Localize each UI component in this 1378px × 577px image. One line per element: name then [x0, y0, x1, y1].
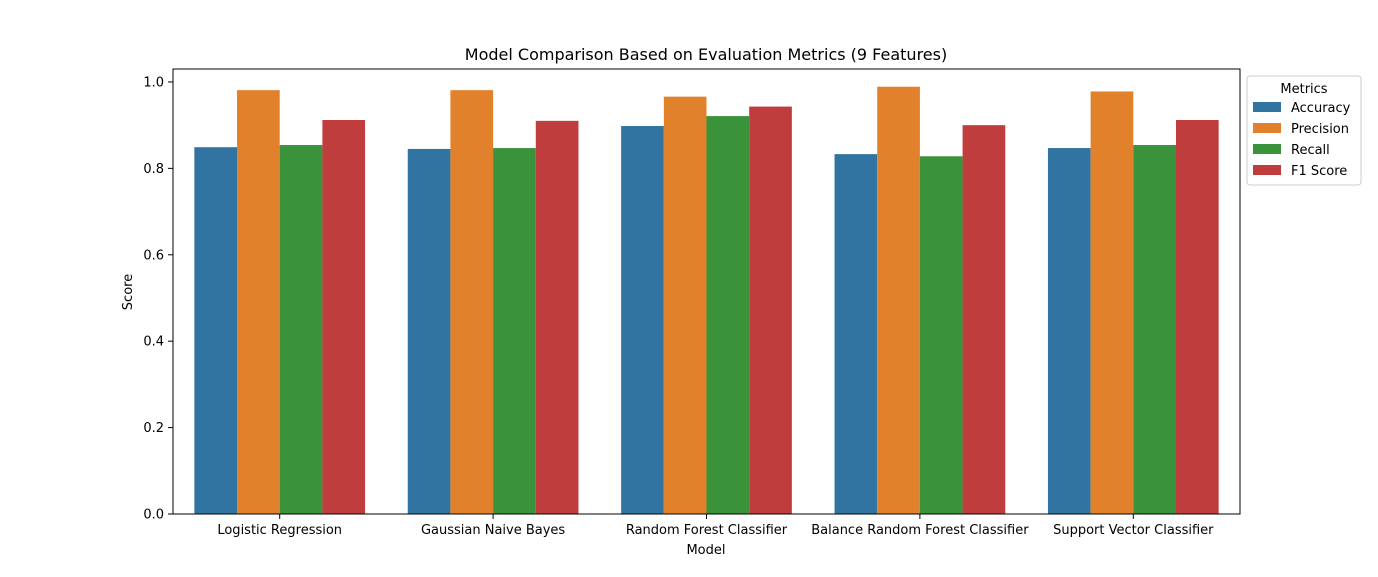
- legend-label: Accuracy: [1291, 101, 1351, 116]
- bar-f1-score-4: [962, 125, 1006, 515]
- legend-title: Metrics: [1280, 82, 1327, 97]
- bar-f1-score-1: [322, 119, 366, 514]
- legend-label: Recall: [1291, 143, 1330, 158]
- legend: Metrics Accuracy Precision Recall F1 Score: [1246, 75, 1362, 186]
- bar-precision-1: [237, 90, 280, 515]
- y-axis: 0.0 0.2 0.4 0.6 0.8 1.0: [143, 75, 173, 523]
- x-tick-label: Logistic Regression: [217, 523, 342, 538]
- bar-accuracy-4: [834, 154, 878, 515]
- x-tick-label: Gaussian Naive Bayes: [421, 523, 565, 538]
- y-axis-label: Score: [121, 274, 136, 310]
- legend-label: Precision: [1291, 122, 1349, 137]
- bar-precision-2: [450, 90, 494, 515]
- bar-accuracy-5: [1047, 148, 1091, 514]
- bar-accuracy-2: [407, 148, 451, 514]
- legend-swatch: [1253, 102, 1281, 112]
- plot-area: [172, 68, 1241, 515]
- y-tick-label: 0.0: [143, 508, 164, 523]
- bar-f1-score-2: [535, 120, 579, 514]
- y-tick-label: 0.6: [143, 248, 164, 263]
- x-tick-label: Random Forest Classifier: [626, 523, 788, 538]
- y-tick-label: 0.2: [143, 421, 164, 436]
- y-tick-label: 0.8: [143, 162, 164, 177]
- y-tick-label: 1.0: [143, 75, 164, 90]
- bar-precision-4: [877, 86, 920, 515]
- bar-accuracy-1: [194, 147, 238, 514]
- bar-accuracy-3: [621, 126, 664, 514]
- chart-title: Model Comparison Based on Evaluation Met…: [465, 45, 947, 64]
- bar-recall-3: [706, 116, 750, 514]
- x-axis-label: Model: [686, 543, 725, 558]
- legend-label: F1 Score: [1291, 164, 1347, 179]
- legend-swatch: [1253, 123, 1281, 133]
- legend-swatch: [1253, 165, 1281, 175]
- x-tick-label: Balance Random Forest Classifier: [811, 523, 1029, 538]
- bar-precision-3: [663, 96, 707, 515]
- bar-recall-5: [1133, 145, 1176, 515]
- y-tick-label: 0.4: [143, 335, 164, 350]
- bar-recall-1: [279, 145, 323, 515]
- bar-f1-score-3: [749, 106, 792, 514]
- bar-f1-score-5: [1175, 119, 1219, 514]
- x-tick-label: Support Vector Classifier: [1053, 523, 1214, 538]
- x-axis: Logistic Regression Gaussian Naive Bayes R…: [217, 514, 1214, 538]
- bar-precision-5: [1090, 91, 1134, 514]
- bar-recall-2: [493, 148, 536, 514]
- legend-swatch: [1253, 144, 1281, 154]
- bar-recall-4: [919, 156, 963, 514]
